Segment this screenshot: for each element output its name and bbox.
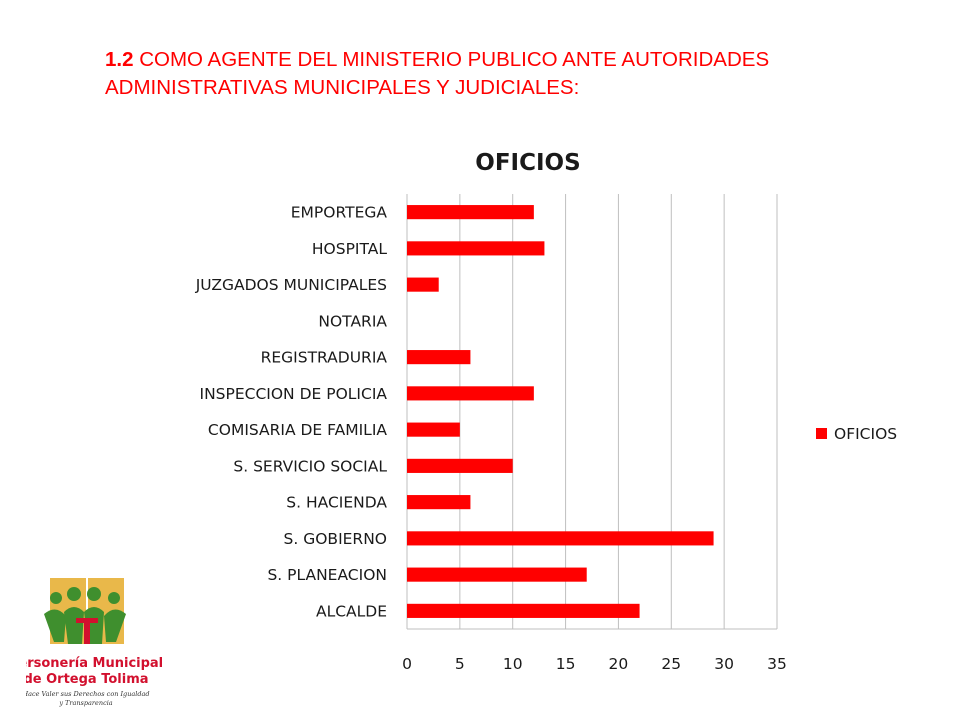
bar-emportega — [407, 205, 534, 220]
x-tick-label: 10 — [503, 655, 523, 673]
category-label: S. SERVICIO SOCIAL — [233, 457, 387, 475]
logo-slogan2: y Transparencia — [58, 699, 112, 707]
logo-line2: de Ortega Tolima — [26, 672, 149, 687]
slide-heading: 1.2 COMO AGENTE DEL MINISTERIO PUBLICO A… — [105, 46, 905, 102]
category-label: ALCALDE — [316, 602, 387, 620]
chart-bars — [407, 205, 714, 618]
chart-legend: OFICIOS — [816, 425, 897, 443]
category-label: REGISTRADURIA — [261, 349, 388, 367]
category-label: COMISARIA DE FAMILIA — [208, 421, 387, 439]
category-label: HOSPITAL — [312, 240, 387, 258]
bar-s-gobierno — [407, 531, 714, 546]
chart-gridlines — [406, 194, 778, 630]
x-tick-label: 20 — [609, 655, 629, 673]
bar-comisaria-de-familia — [407, 422, 460, 437]
bar-registraduria — [407, 350, 471, 365]
logo-slogan1: Hace Valer sus Derechos con Igualdad — [26, 690, 150, 698]
x-tick-label: 30 — [714, 655, 734, 673]
heading-text: COMO AGENTE DEL MINISTERIO PUBLICO ANTE … — [105, 48, 770, 99]
heading-number: 1.2 — [105, 48, 134, 71]
x-tick-label: 35 — [767, 655, 787, 673]
category-label: S. HACIENDA — [286, 494, 387, 512]
bar-s-planeacion — [407, 567, 587, 582]
category-labels: EMPORTEGA HOSPITAL JUZGADOS MUNICIPALES NOT… — [195, 204, 388, 621]
legend-label: OFICIOS — [834, 425, 897, 443]
bar-inspeccion-de-policia — [407, 386, 534, 401]
category-label: INSPECCION DE POLICIA — [200, 385, 388, 403]
bar-juzgados-municipales — [407, 277, 439, 292]
x-tick-label: 5 — [455, 655, 465, 673]
bar-s-hacienda — [407, 495, 471, 510]
bar-hospital — [407, 241, 545, 256]
x-tick-label: 15 — [556, 655, 576, 673]
category-label: EMPORTEGA — [291, 204, 388, 222]
category-label: S. GOBIERNO — [284, 530, 387, 548]
x-tick-labels: 0 5 10 15 20 25 30 35 — [402, 655, 787, 673]
logo-line1: Personería Municipal — [26, 656, 163, 671]
legend-swatch — [816, 428, 827, 439]
category-label: JUZGADOS MUNICIPALES — [195, 276, 387, 294]
chart-title: OFICIOS — [475, 150, 580, 176]
bar-alcalde — [407, 603, 640, 618]
x-tick-label: 25 — [661, 655, 681, 673]
x-tick-label: 0 — [402, 655, 412, 673]
logo-figures-icon — [44, 587, 126, 644]
category-label: S. PLANEACION — [267, 566, 387, 584]
bar-s-servicio-social — [407, 458, 513, 473]
personeria-logo: Personería Municipal de Ortega Tolima Ha… — [26, 578, 163, 707]
category-label: NOTARIA — [318, 312, 387, 330]
